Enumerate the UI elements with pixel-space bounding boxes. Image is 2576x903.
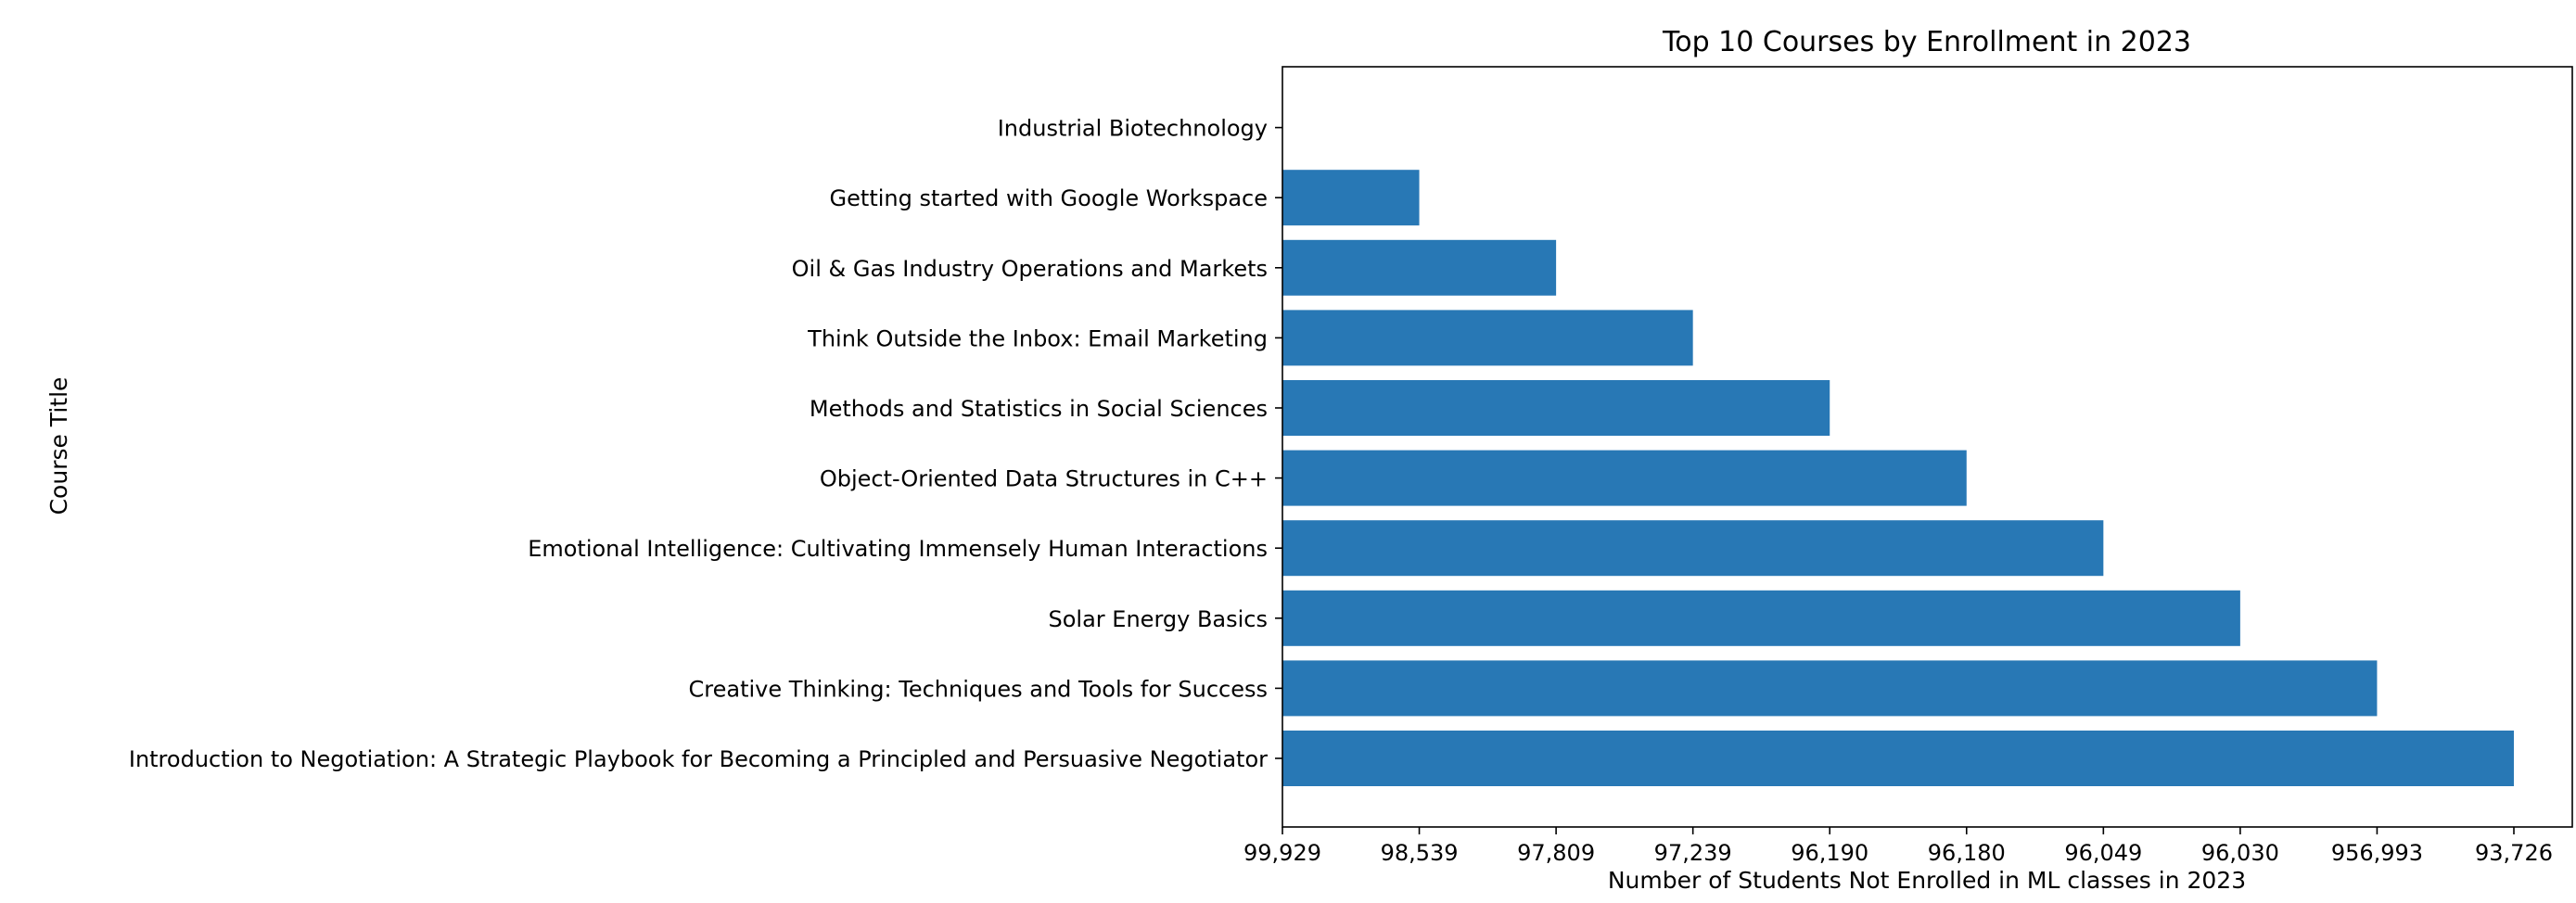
y-ticks-group: Introduction to Negotiation: A Strategic… — [129, 116, 1282, 772]
x-tick-label: 97,809 — [1517, 840, 1595, 866]
y-tick-label: Industrial Biotechnology — [998, 116, 1268, 142]
x-tick-label: 96,030 — [2201, 840, 2279, 866]
x-axis-label: Number of Students Not Enrolled in ML cl… — [1608, 867, 2246, 894]
plot-frame — [1282, 66, 2573, 828]
y-tick-label: Creative Thinking: Techniques and Tools … — [689, 676, 1268, 702]
bar — [1282, 590, 2240, 646]
bar — [1282, 450, 1967, 506]
x-tick-label: 956,993 — [2331, 840, 2423, 866]
bar — [1282, 310, 1693, 366]
x-ticks-group: 99,929 98,539 97,809 97,239 96,190 96,180 96,0… — [1243, 827, 2553, 866]
bar — [1282, 660, 2378, 717]
bars-group — [1282, 170, 2514, 786]
y-tick-label: Think Outside the Inbox: Email Marketing — [807, 325, 1268, 351]
x-tick-label: 97,239 — [1654, 840, 1732, 866]
y-tick-label: Solar Energy Basics — [1049, 606, 1268, 632]
chart-title: Top 10 Courses by Enrollment in 2023 — [1662, 26, 2191, 58]
bar — [1282, 731, 2514, 786]
y-tick-label: Object-Oriented Data Structures in C++ — [820, 466, 1268, 492]
y-tick-label: Emotional Intelligence: Cultivating Imme… — [528, 536, 1268, 562]
x-tick-label: 96,180 — [1928, 840, 2006, 866]
bar — [1282, 170, 1420, 226]
x-tick-label: 99,929 — [1243, 840, 1321, 866]
bar — [1282, 380, 1830, 436]
y-tick-label: Getting started with Google Workspace — [830, 185, 1268, 211]
bar — [1282, 520, 2104, 577]
bar — [1282, 239, 1557, 296]
y-axis-label: Course Title — [45, 377, 72, 515]
y-tick-label: Oil & Gas Industry Operations and Market… — [792, 256, 1268, 282]
x-tick-label: 96,190 — [1791, 840, 1868, 866]
y-tick-label: Introduction to Negotiation: A Strategic… — [129, 746, 1268, 772]
x-tick-label: 98,539 — [1381, 840, 1459, 866]
x-tick-label: 96,049 — [2064, 840, 2142, 866]
x-tick-label: 93,726 — [2475, 840, 2553, 866]
y-tick-label: Methods and Statistics in Social Science… — [810, 396, 1268, 422]
